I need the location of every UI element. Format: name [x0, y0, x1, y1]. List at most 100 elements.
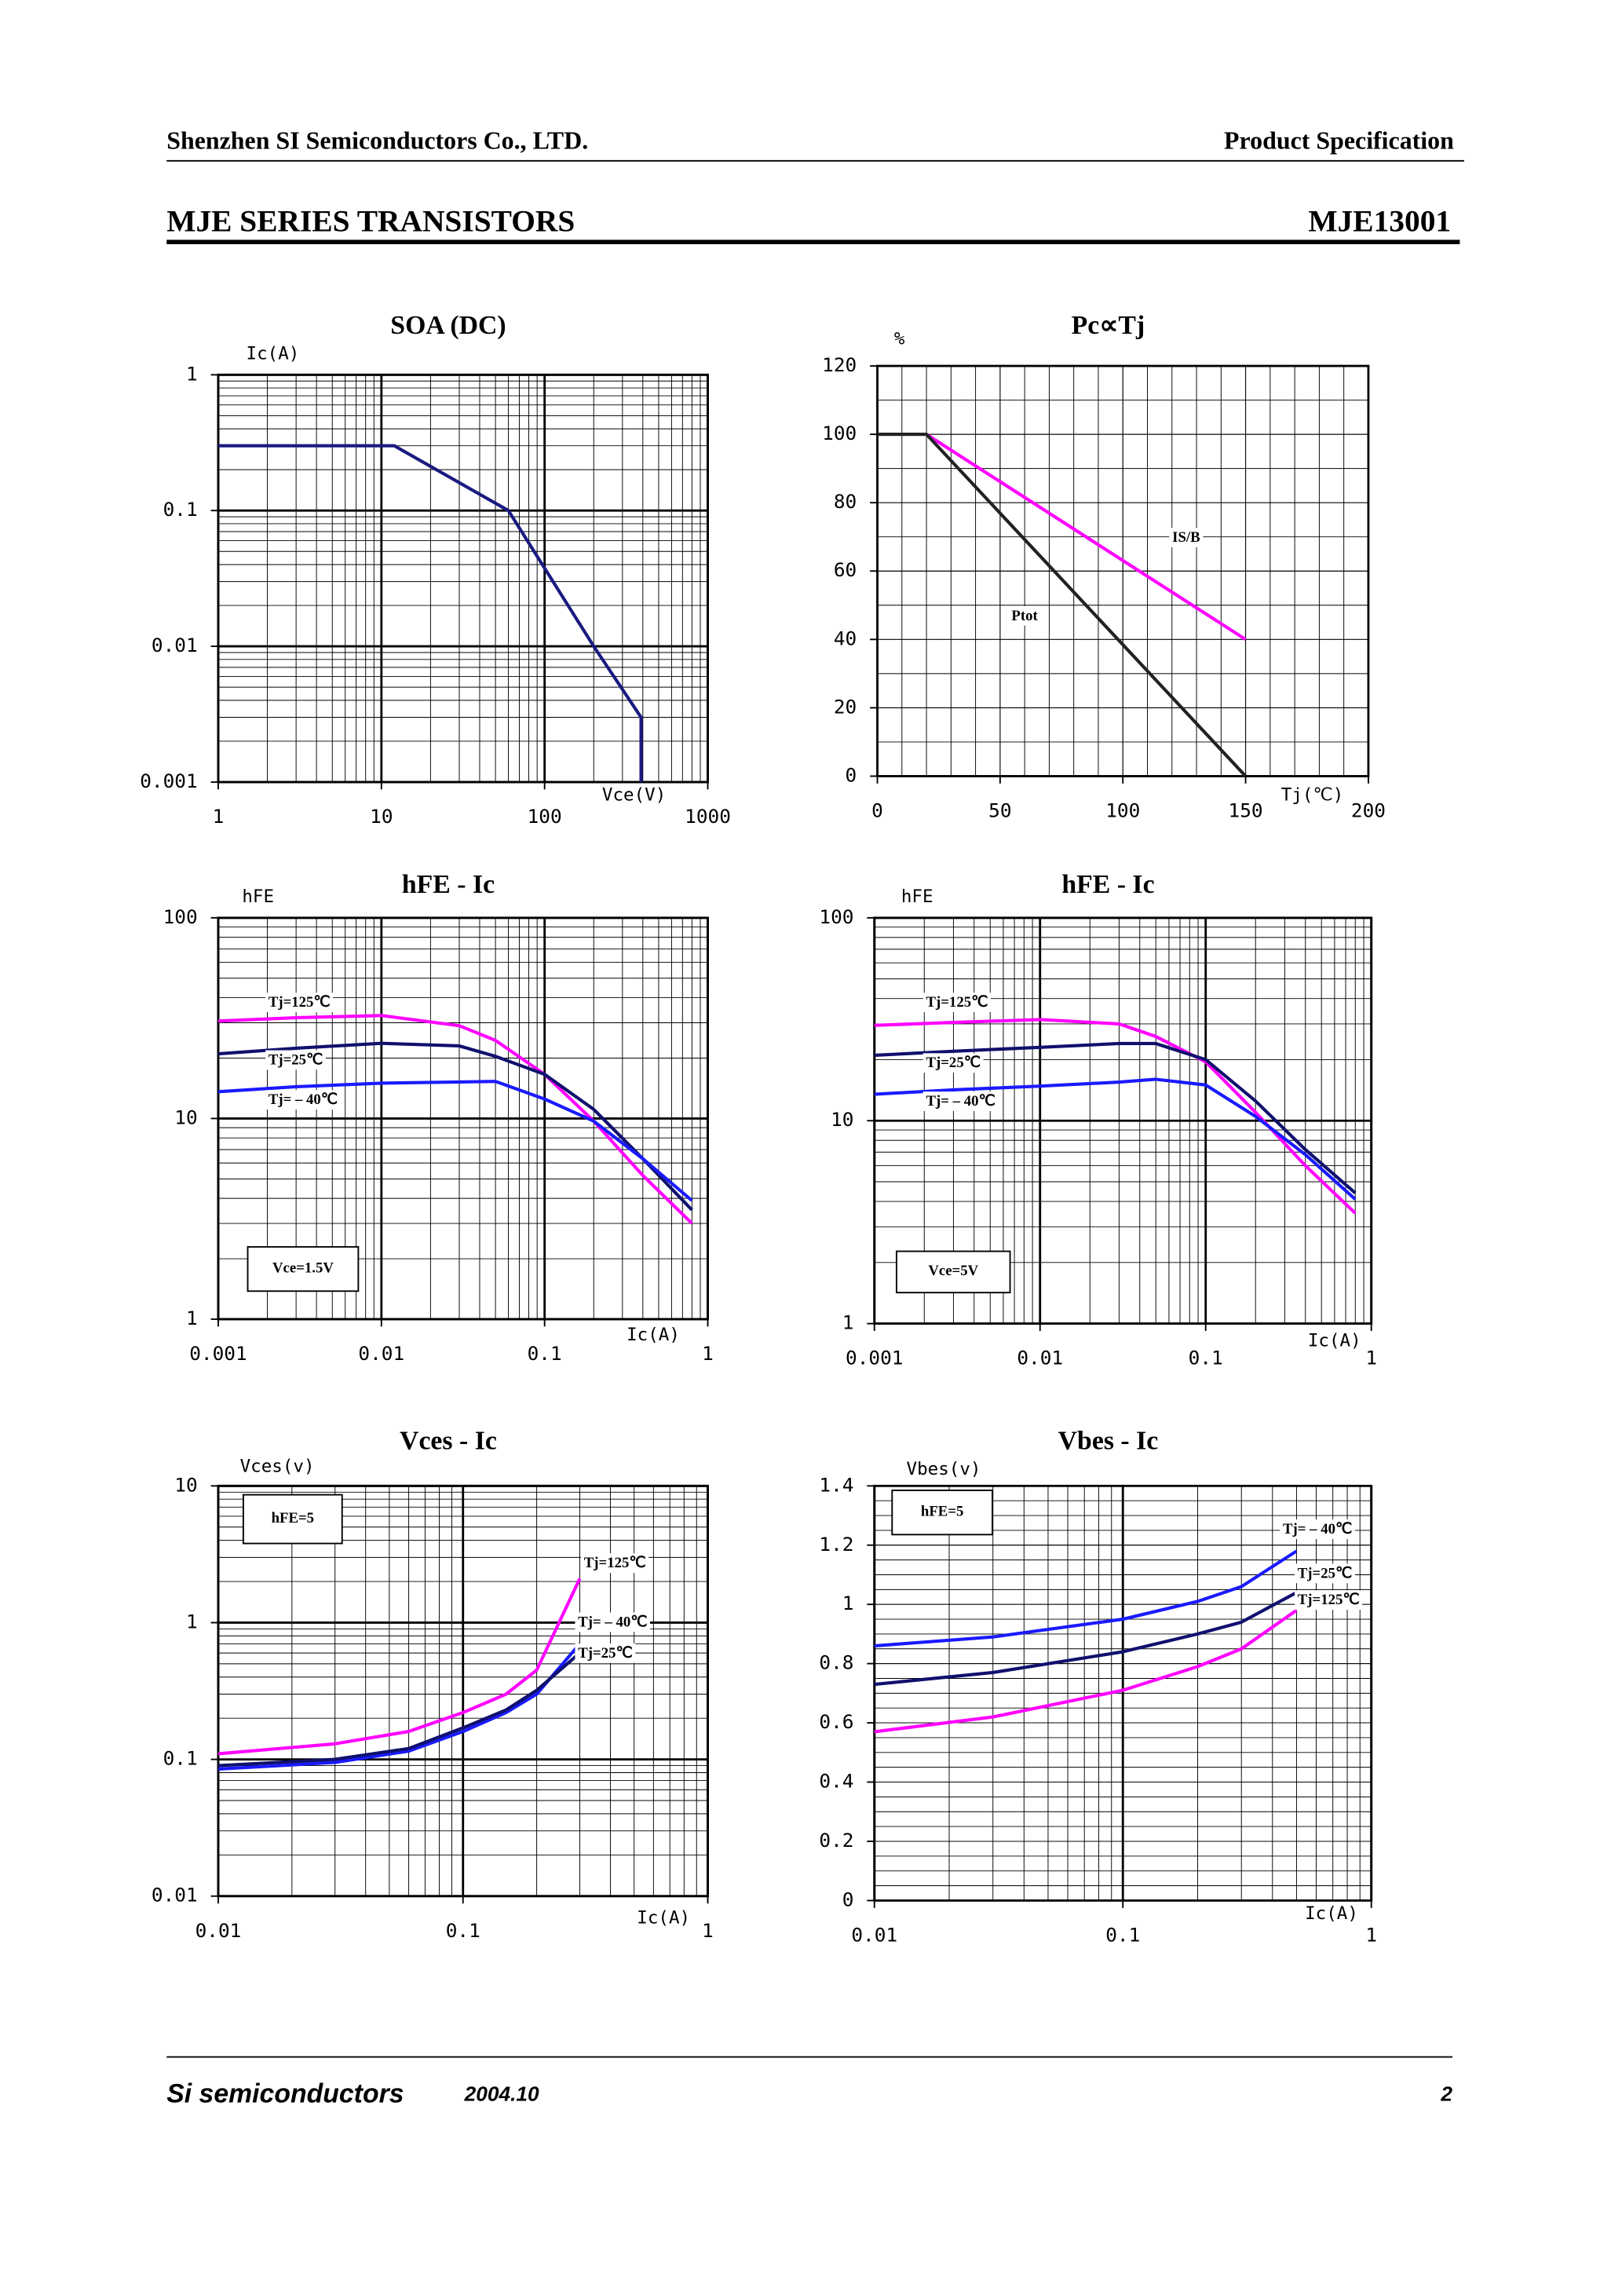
series-label-bg — [922, 1053, 984, 1073]
x-tick-label: 50 — [988, 799, 1011, 822]
y-axis-label: Vces(v) — [240, 1456, 315, 1476]
series-line — [217, 1651, 581, 1768]
x-tick-label: 1 — [702, 1919, 714, 1942]
y-tick-label: 0.1 — [163, 1747, 198, 1770]
x-tick-label: 150 — [1229, 799, 1263, 822]
series-label: Tj=125℃ — [584, 1555, 646, 1571]
x-axis-label: Ic(A) — [1308, 1331, 1361, 1351]
y-tick-label: 100 — [163, 905, 198, 928]
y-tick-label: 10 — [174, 1473, 197, 1496]
plot-frame — [217, 373, 709, 784]
series-label: Tj=125℃ — [1298, 1592, 1360, 1608]
series-line — [217, 1041, 693, 1212]
series-label-bg — [265, 993, 334, 1013]
annotation: Vce=1.5V — [272, 1260, 334, 1276]
y-axis-label: Ic(A) — [247, 343, 300, 364]
y-tick-label: 1 — [186, 1610, 198, 1632]
chart-title: Vbes - Ic — [1058, 1427, 1159, 1456]
y-tick-label: 0.6 — [819, 1710, 853, 1733]
chart-title: hFE - Ic — [402, 870, 495, 899]
y-tick-label: 100 — [822, 422, 857, 444]
y-axis-label: Vbes(v) — [907, 1459, 981, 1479]
series-label: Tj= – 40℃ — [578, 1614, 647, 1630]
y-tick-label: 1 — [842, 1592, 854, 1614]
footer-brand: Si semiconductors — [166, 2078, 404, 2108]
x-tick-label: 0.01 — [195, 1919, 242, 1942]
series-label: Tj=125℃ — [926, 994, 988, 1011]
doc-type: Product Specification — [1224, 127, 1454, 155]
annotation: hFE=5 — [921, 1503, 963, 1519]
y-tick-label: 0.001 — [140, 770, 197, 792]
x-tick-label: 0.01 — [851, 1923, 897, 1946]
series-label-bg — [265, 1090, 341, 1110]
chart-title: Pc∝Tj — [1072, 311, 1145, 340]
x-tick-label: 1 — [213, 805, 225, 828]
series-line — [217, 1643, 582, 1771]
series-label-bg — [575, 1643, 636, 1663]
y-axis-label: % — [894, 329, 905, 349]
x-tick-label: 1 — [702, 1342, 714, 1365]
series-line — [217, 1080, 693, 1202]
y-tick-label: 20 — [834, 695, 857, 718]
y-tick-label: 1 — [842, 1311, 854, 1334]
chart-title: SOA (DC) — [390, 311, 506, 340]
y-tick-label: 0.8 — [819, 1651, 853, 1674]
x-axis-label: Ic(A) — [1305, 1903, 1358, 1924]
series-title: MJE SERIES TRANSISTORS — [166, 204, 575, 239]
series-label: Tj=125℃ — [269, 994, 331, 1011]
chart-title: Vces - Ic — [400, 1427, 497, 1456]
part-number: MJE13001 — [1308, 204, 1451, 239]
x-tick-label: 0.001 — [189, 1342, 247, 1365]
series-line — [217, 1578, 582, 1756]
y-tick-label: 0.2 — [819, 1829, 853, 1852]
annotation-box — [891, 1490, 993, 1536]
series-label-bg — [1169, 528, 1204, 548]
plot-frame — [873, 1484, 1373, 1902]
series-line — [877, 433, 1248, 777]
y-tick-label: 1.2 — [819, 1533, 853, 1556]
x-axis-label: Tj(℃) — [1281, 784, 1344, 805]
y-tick-label: 60 — [834, 558, 857, 581]
y-tick-label: 1 — [186, 362, 198, 385]
series-label-bg — [575, 1612, 651, 1632]
y-tick-label: 1 — [186, 1307, 198, 1329]
series-line — [874, 1609, 1298, 1734]
series-label: Tj=25℃ — [269, 1051, 323, 1068]
x-tick-label: 100 — [528, 805, 562, 828]
y-tick-label: 10 — [831, 1108, 853, 1131]
y-tick-label: 0.01 — [152, 1884, 198, 1907]
x-tick-label: 100 — [1105, 799, 1140, 822]
series-line — [217, 1014, 693, 1225]
y-tick-label: 10 — [174, 1106, 197, 1128]
x-tick-label: 1000 — [685, 805, 731, 828]
y-axis-label: hFE — [242, 887, 274, 907]
y-tick-label: 80 — [834, 490, 857, 513]
x-tick-label: 1 — [1365, 1923, 1377, 1946]
footer-date: 2004.10 — [464, 2082, 539, 2105]
annotation: Vce=5V — [928, 1263, 978, 1279]
series-label-bg — [581, 1553, 649, 1574]
series-label-bg — [1295, 1590, 1363, 1610]
series-label: Tj= – 40℃ — [269, 1091, 338, 1108]
y-tick-label: 120 — [822, 353, 857, 376]
x-axis-label: Vce(V) — [602, 784, 666, 805]
series-line — [874, 1077, 1357, 1201]
series-line — [217, 444, 643, 782]
series-label: Tj=25℃ — [926, 1055, 980, 1071]
x-tick-label: 0.01 — [1017, 1347, 1063, 1369]
x-tick-label: 0.1 — [528, 1342, 562, 1365]
series-label: Tj= – 40℃ — [926, 1093, 995, 1110]
series-label: IS/B — [1172, 529, 1200, 546]
x-tick-label: 0.1 — [1105, 1923, 1140, 1946]
plot-frame — [876, 364, 1370, 777]
series-label: Tj=25℃ — [578, 1645, 632, 1662]
annotation-box — [895, 1250, 1011, 1294]
y-tick-label: 40 — [834, 627, 857, 649]
series-line — [874, 1591, 1298, 1687]
x-tick-label: 10 — [370, 805, 393, 828]
series-label: Ptot — [1011, 608, 1038, 624]
series-label-bg — [1280, 1519, 1355, 1539]
series-line — [874, 1018, 1357, 1215]
company: Shenzhen SI Semiconductors Co., LTD. — [166, 127, 588, 155]
